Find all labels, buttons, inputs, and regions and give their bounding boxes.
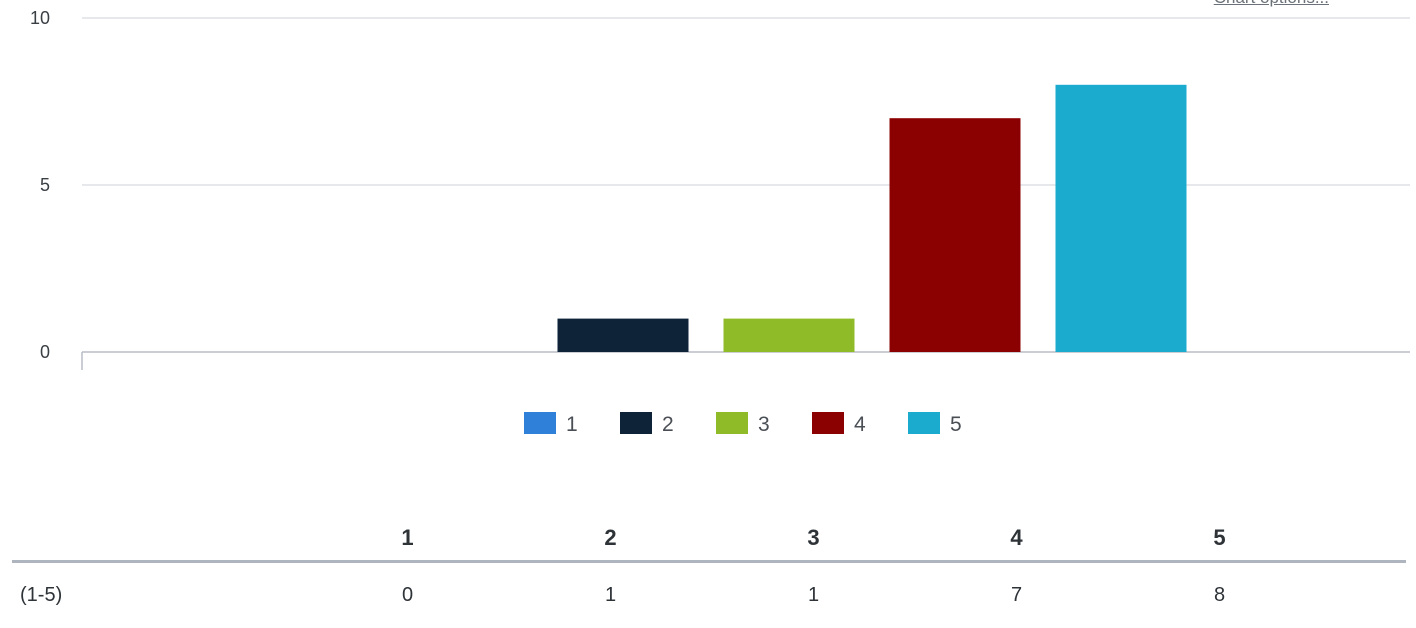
table-cell: 1 [604, 583, 617, 606]
table-header-cell: 4 [915, 516, 1118, 563]
grid-lines [81, 17, 1410, 370]
legend-label: 5 [950, 413, 962, 436]
table-cell: 0 [401, 583, 414, 606]
legend-swatch [812, 412, 844, 434]
legend-label: 2 [662, 413, 674, 436]
table-header-cell: 5 [1118, 516, 1321, 563]
legend-swatch [524, 412, 556, 434]
summary-table: 1 2 3 4 5 (1-5) 0 1 1 7 8 [12, 516, 1406, 627]
table-header-cell: 3 [712, 516, 915, 563]
legend-swatch [908, 412, 940, 434]
table-header-cell [12, 516, 306, 563]
table-header-row: 1 2 3 4 5 [12, 516, 1406, 563]
chart-options-link[interactable]: Chart options... [1214, 0, 1329, 8]
y-tick-label: 5 [40, 175, 50, 195]
table-cell: 8 [1213, 583, 1226, 606]
legend-swatch [716, 412, 748, 434]
bar [557, 318, 689, 352]
bar [889, 118, 1021, 352]
bar-chart: 0 5 10 1 2 3 4 5 [30, 8, 1410, 436]
legend-label: 1 [566, 413, 578, 436]
table-header-cell: 1 [306, 516, 509, 563]
bar [723, 318, 855, 352]
legend-swatch [620, 412, 652, 434]
legend-label: 3 [758, 413, 770, 436]
legend-label: 4 [854, 413, 866, 436]
table-cell: 1 [807, 583, 820, 606]
table-row-label: (1-5) [20, 583, 63, 606]
legend: 1 2 3 4 5 [524, 412, 962, 436]
table-cell: 7 [1010, 583, 1023, 606]
y-tick-label: 10 [30, 8, 50, 28]
table-row: (1-5) 0 1 1 7 8 [12, 562, 1406, 628]
table-header-cell: 2 [509, 516, 712, 563]
bar [1055, 84, 1187, 353]
y-tick-label: 0 [40, 342, 50, 362]
table-cell-spacer [1321, 562, 1406, 628]
bars [557, 84, 1187, 353]
y-axis-ticks: 0 5 10 [30, 8, 50, 362]
table-header-spacer [1321, 516, 1406, 563]
